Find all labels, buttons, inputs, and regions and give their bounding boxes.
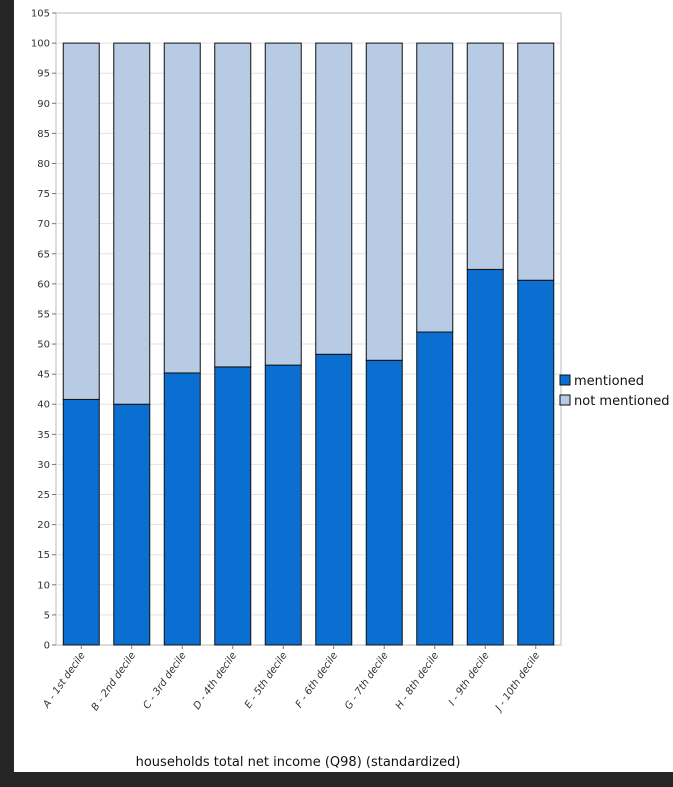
x-tick-label: F - 6th decile <box>294 650 340 710</box>
bar-mentioned <box>315 353 353 646</box>
legend-label: mentioned <box>574 374 644 389</box>
bar-not-mentioned <box>315 42 353 355</box>
bar-not-mentioned <box>466 42 504 270</box>
chart-panel: 0 5 10 15 20 25 30 35 40 45 50 55 60 65 70 75 80 85 90 95 10… <box>14 0 673 772</box>
y-tick-label: 50 <box>37 340 50 351</box>
y-tick-label: 5 <box>44 610 50 621</box>
y-tick-label: 45 <box>37 370 50 381</box>
bar-not-mentioned <box>163 42 201 374</box>
x-axis: A - 1st decile B - 2nd decile C - 3rd deci… <box>41 645 542 715</box>
bar-mentioned <box>62 398 100 646</box>
bar-mentioned <box>163 372 201 646</box>
x-tick-label: C - 3rd decile <box>141 650 188 711</box>
bar-mentioned <box>113 403 151 646</box>
bar-not-mentioned <box>264 42 302 366</box>
y-tick-label: 15 <box>37 550 50 561</box>
y-tick-label: 35 <box>37 430 50 441</box>
bar-not-mentioned <box>365 42 403 361</box>
bar-mentioned <box>264 364 302 646</box>
x-tick-label: D - 4th decile <box>192 650 240 711</box>
x-tick-label: A - 1st decile <box>41 650 88 711</box>
y-tick-label: 75 <box>37 189 50 200</box>
y-tick-label: 60 <box>37 279 50 290</box>
y-tick-label: 85 <box>37 129 50 140</box>
legend-swatch <box>559 374 571 386</box>
bar-mentioned <box>214 366 252 646</box>
y-tick-label: 10 <box>37 580 50 591</box>
bar-mentioned <box>365 359 403 646</box>
x-axis-title: households total net income (Q98) (stand… <box>136 755 461 770</box>
legend: mentioned not mentioned <box>559 374 669 409</box>
y-axis: 0 5 10 15 20 25 30 35 40 45 50 55 60 65 70 75 80 85 90 95 10… <box>31 9 56 652</box>
stacked-bar-chart: 0 5 10 15 20 25 30 35 40 45 50 55 60 65 70 75 80 85 90 95 10… <box>31 9 670 771</box>
y-tick-label: 30 <box>37 460 50 471</box>
bar-not-mentioned <box>517 42 555 281</box>
y-tick-label: 25 <box>37 490 50 501</box>
y-tick-label: 105 <box>31 9 50 20</box>
y-tick-label: 55 <box>37 309 50 320</box>
bar-not-mentioned <box>416 42 454 333</box>
x-tick-label: E - 5th decile <box>243 650 290 710</box>
bar-mentioned <box>466 268 504 646</box>
bar-not-mentioned <box>214 42 252 368</box>
y-tick-label: 95 <box>37 69 50 80</box>
y-tick-label: 100 <box>31 39 50 50</box>
x-tick-label: H - 8th decile <box>394 650 441 711</box>
x-tick-label: B - 2nd decile <box>90 650 138 713</box>
y-tick-label: 65 <box>37 249 50 260</box>
plot-area <box>55 12 562 646</box>
legend-swatch <box>559 394 571 406</box>
y-tick-label: 40 <box>37 400 50 411</box>
y-tick-label: 0 <box>44 641 50 652</box>
bar-mentioned <box>517 279 555 646</box>
x-tick-label: I - 9th decile <box>447 650 492 707</box>
y-tick-label: 80 <box>37 159 50 170</box>
bar-not-mentioned <box>62 42 100 400</box>
x-tick-label: J - 10th decile <box>493 650 543 714</box>
y-tick-label: 70 <box>37 219 50 230</box>
legend-label: not mentioned <box>574 394 669 409</box>
bar-not-mentioned <box>113 42 151 405</box>
bars <box>62 42 555 646</box>
y-tick-label: 20 <box>37 520 50 531</box>
y-tick-label: 90 <box>37 99 50 110</box>
x-tick-label: G - 7th decile <box>343 650 391 711</box>
bar-mentioned <box>416 331 454 646</box>
